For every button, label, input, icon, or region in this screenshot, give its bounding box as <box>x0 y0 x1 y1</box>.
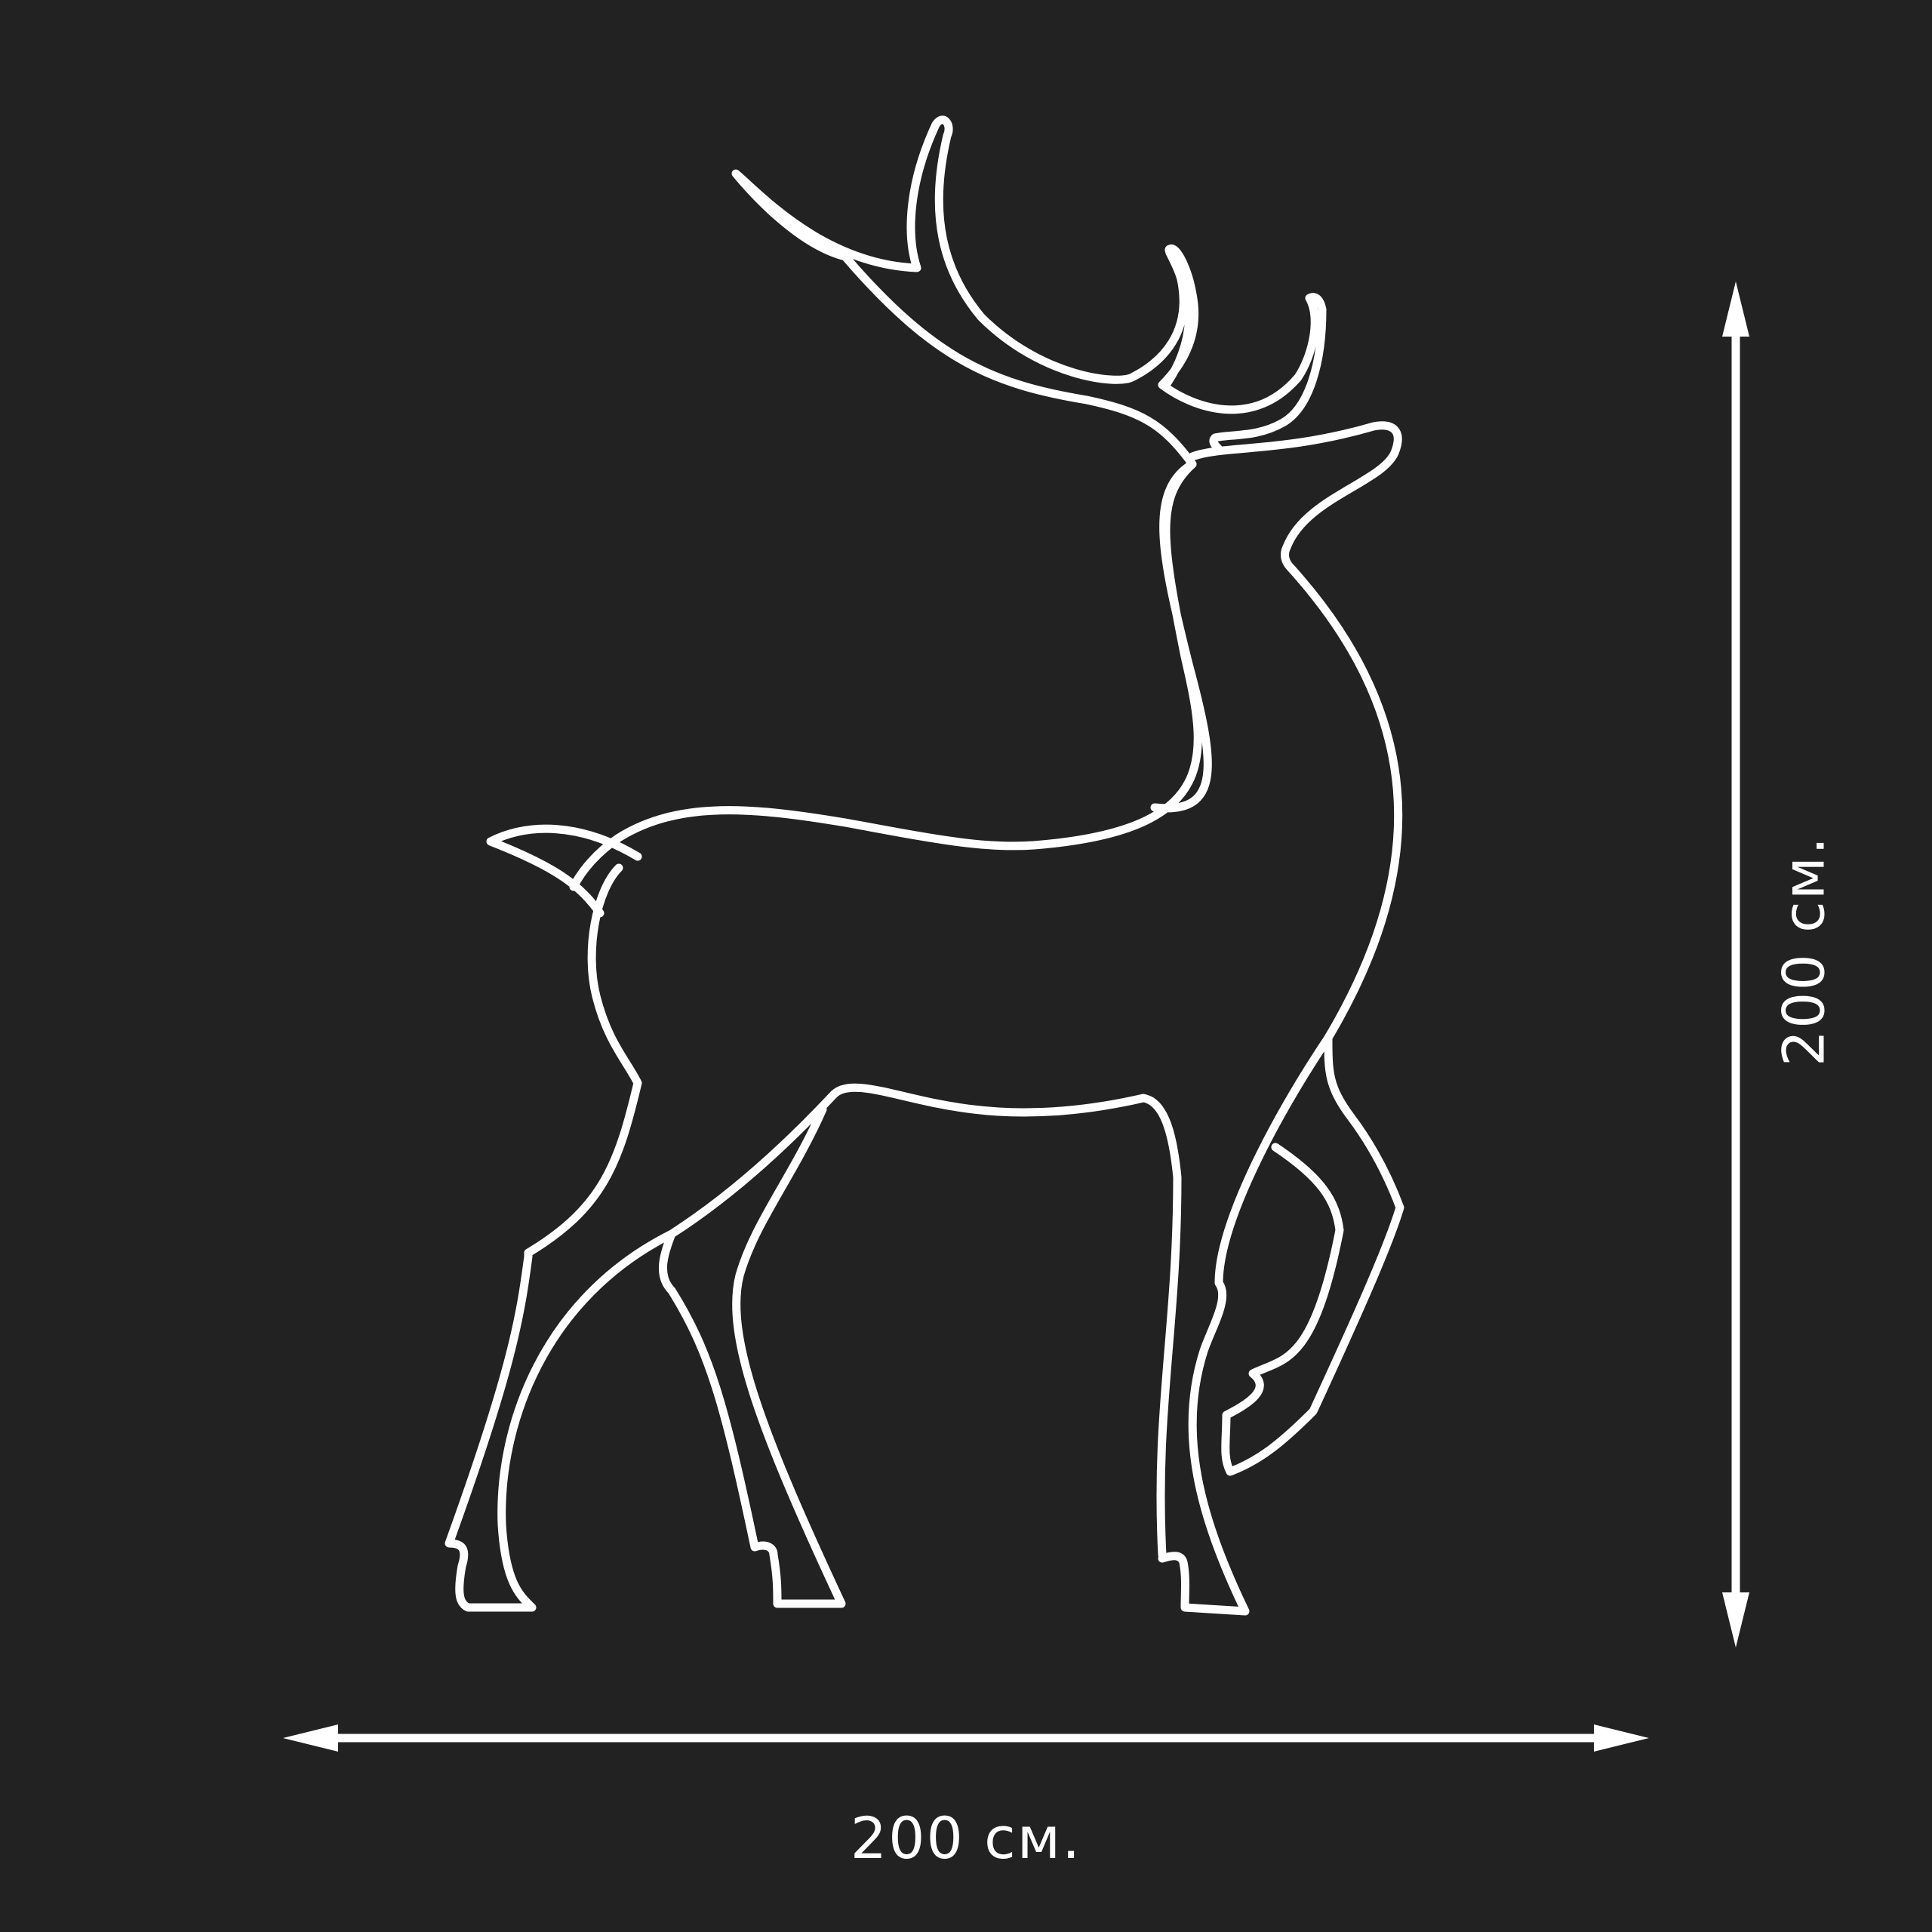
deer-outline-icon <box>445 115 1404 1616</box>
front-antler <box>731 115 1327 469</box>
rear-antler <box>1161 248 1194 389</box>
height-arrow-top-head <box>1722 281 1749 337</box>
inner-hind-leg <box>658 1090 846 1608</box>
tail <box>486 824 642 918</box>
front-legs <box>1158 1033 1404 1616</box>
width-arrow-right-head <box>1594 1724 1649 1752</box>
width-dimension-label: 200 см. <box>850 1804 1082 1872</box>
dimension-lines <box>283 281 1749 1752</box>
rear-hind-leg <box>445 863 676 1612</box>
height-dimension-label: 200 см. <box>1770 835 1838 1067</box>
height-arrow-bottom-head <box>1722 1592 1749 1647</box>
width-arrow-left-head <box>283 1724 338 1752</box>
belly <box>829 1083 1182 1559</box>
back-line <box>569 460 1212 891</box>
head-neck <box>1188 421 1403 1042</box>
